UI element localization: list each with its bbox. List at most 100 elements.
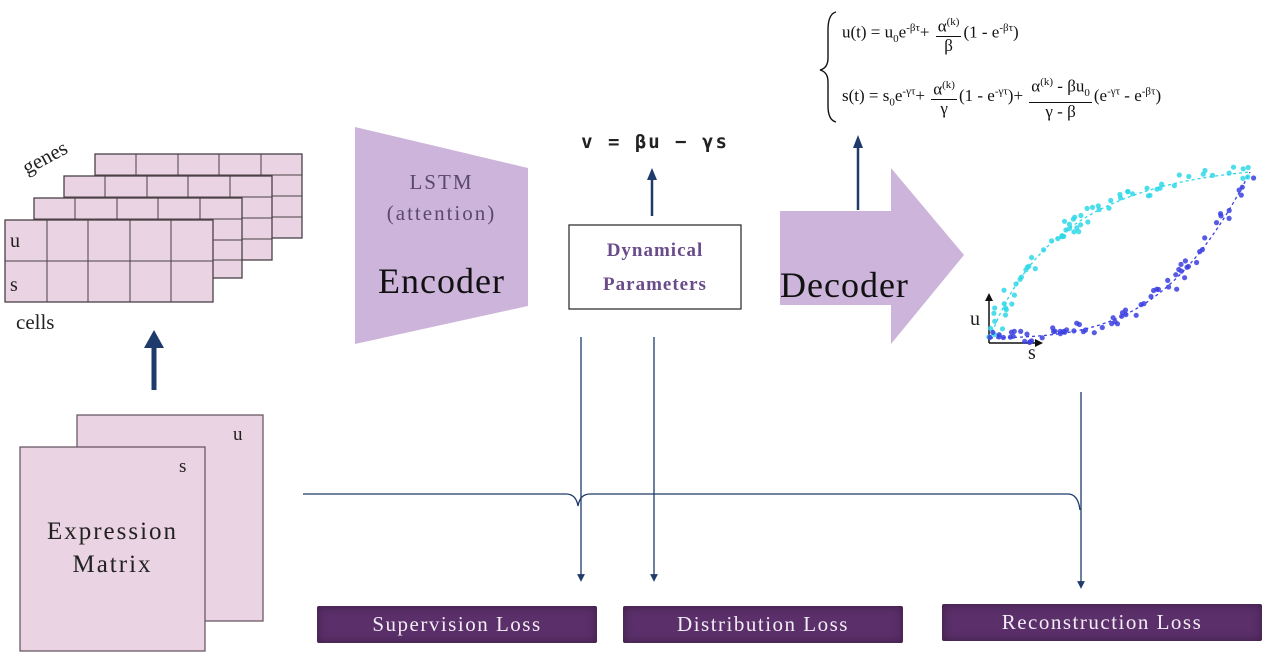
cyan-point bbox=[1018, 274, 1024, 280]
blue-point bbox=[1061, 328, 1067, 334]
blue-point bbox=[1226, 207, 1232, 214]
blue-point bbox=[1226, 215, 1232, 221]
cyan-point bbox=[1144, 185, 1150, 191]
cyan-point bbox=[1085, 219, 1091, 225]
cyan-point bbox=[1059, 233, 1065, 239]
cyan-point bbox=[1117, 191, 1123, 198]
scatter-points bbox=[986, 164, 1257, 345]
cyan-point bbox=[1076, 229, 1082, 235]
blue-point bbox=[990, 329, 996, 335]
cyan-point bbox=[1125, 188, 1131, 195]
blue-point bbox=[1173, 272, 1179, 278]
blue-point bbox=[1039, 335, 1045, 341]
velocity-equation: v = βu − γs bbox=[581, 131, 729, 153]
blue-point bbox=[1022, 338, 1028, 344]
blue-point bbox=[1166, 284, 1172, 290]
blue-point bbox=[1178, 268, 1184, 274]
up-arrow-formula-head bbox=[853, 135, 863, 148]
blue-point bbox=[1091, 330, 1097, 336]
cyan-point bbox=[1108, 197, 1114, 204]
cyan-point bbox=[992, 305, 998, 311]
cyan-point bbox=[1089, 204, 1096, 210]
formula-s: s(t) = s0e-γτ+ α(k) γ (1 - e-γτ)+ α(k) - β… bbox=[842, 73, 1161, 121]
cyan-point bbox=[1240, 166, 1246, 172]
cyan-point bbox=[1230, 164, 1237, 170]
formula-u-lhs: u(t) = u bbox=[842, 22, 894, 42]
encoder-attention-label: (attention) bbox=[386, 201, 497, 225]
blue-point bbox=[1218, 213, 1224, 219]
decoder-arrow-shape bbox=[780, 168, 964, 344]
cyan-point bbox=[1129, 191, 1136, 197]
blue-point bbox=[1138, 302, 1144, 308]
grid-stack bbox=[4, 153, 303, 303]
supervision-loss: Supervision Loss bbox=[317, 606, 597, 643]
u-axis-head bbox=[985, 293, 993, 301]
blue-point bbox=[1112, 319, 1118, 325]
dynamical-parameters-line1: Dynamical bbox=[606, 240, 704, 261]
cyan-point bbox=[1070, 216, 1076, 222]
dynamical-parameters-line2: Parameters bbox=[603, 274, 707, 295]
blue-point bbox=[1165, 277, 1171, 283]
grid-layer-1 bbox=[4, 219, 214, 303]
cyan-point bbox=[1226, 170, 1232, 176]
cyan-point bbox=[1157, 185, 1163, 191]
cells-label: cells bbox=[16, 310, 55, 334]
cyan-point bbox=[1002, 312, 1009, 318]
cyan-point bbox=[1106, 205, 1112, 211]
cyan-point bbox=[1055, 236, 1061, 242]
blue-point bbox=[1185, 263, 1191, 270]
blue-point bbox=[1071, 328, 1077, 334]
expression-matrix bbox=[19, 414, 264, 652]
cyan-point bbox=[1011, 292, 1018, 298]
expression-title-line1: Expression bbox=[46, 518, 179, 545]
cyan-point bbox=[1078, 222, 1084, 228]
cyan-point bbox=[1159, 181, 1165, 187]
expression-u-label: u bbox=[233, 424, 243, 445]
blue-point bbox=[1076, 321, 1082, 328]
blue-point bbox=[1029, 338, 1035, 344]
cyan-point bbox=[1186, 173, 1192, 180]
phase-portrait bbox=[985, 164, 1257, 347]
blue-point bbox=[1110, 315, 1116, 321]
cyan-point bbox=[1096, 207, 1102, 213]
blue-point bbox=[1148, 293, 1154, 300]
cyan-point bbox=[1176, 172, 1182, 178]
encoder-title: Encoder bbox=[378, 261, 505, 301]
cyan-point bbox=[1013, 281, 1019, 287]
up-arrow-matrix-head bbox=[144, 330, 164, 348]
cyan-point bbox=[1245, 164, 1251, 171]
cyan-point bbox=[1001, 287, 1007, 293]
blue-point bbox=[1182, 258, 1188, 264]
cyan-point bbox=[1003, 307, 1009, 313]
encoder-shape bbox=[355, 127, 528, 344]
cyan-point bbox=[992, 318, 998, 324]
blue-point bbox=[1082, 327, 1089, 333]
blue-point bbox=[1123, 312, 1129, 318]
blue-point bbox=[1024, 331, 1030, 337]
cyan-point bbox=[1041, 247, 1047, 253]
decoder-title: Decoder bbox=[780, 265, 909, 305]
distribution-loss: Distribution Loss bbox=[623, 606, 903, 643]
blue-point bbox=[1194, 259, 1200, 266]
blue-point bbox=[1174, 286, 1180, 292]
blue-point bbox=[987, 334, 993, 340]
blue-point bbox=[1122, 307, 1129, 313]
encoder-lstm-label: LSTM bbox=[409, 170, 474, 194]
blue-point bbox=[1010, 333, 1016, 339]
cyan-point bbox=[1066, 221, 1072, 227]
dynamical-parameters-box bbox=[568, 224, 742, 310]
blue-point bbox=[1133, 312, 1139, 318]
blue-point bbox=[1000, 334, 1007, 341]
cyan-point bbox=[1061, 218, 1068, 224]
cyan-point bbox=[1147, 192, 1153, 198]
cyan-trajectory bbox=[989, 171, 1251, 339]
grid-s-label: s bbox=[10, 274, 18, 296]
phase-u-axis-label: u bbox=[970, 308, 980, 330]
cyan-point bbox=[999, 326, 1006, 332]
cyan-point bbox=[1029, 254, 1035, 261]
cyan-point bbox=[1245, 174, 1251, 180]
formula-u: u(t) = u0e-βτ+ α(k) β (1 - e-βτ) bbox=[842, 13, 1019, 55]
blue-point bbox=[1251, 175, 1257, 181]
formula-brace bbox=[819, 11, 837, 123]
